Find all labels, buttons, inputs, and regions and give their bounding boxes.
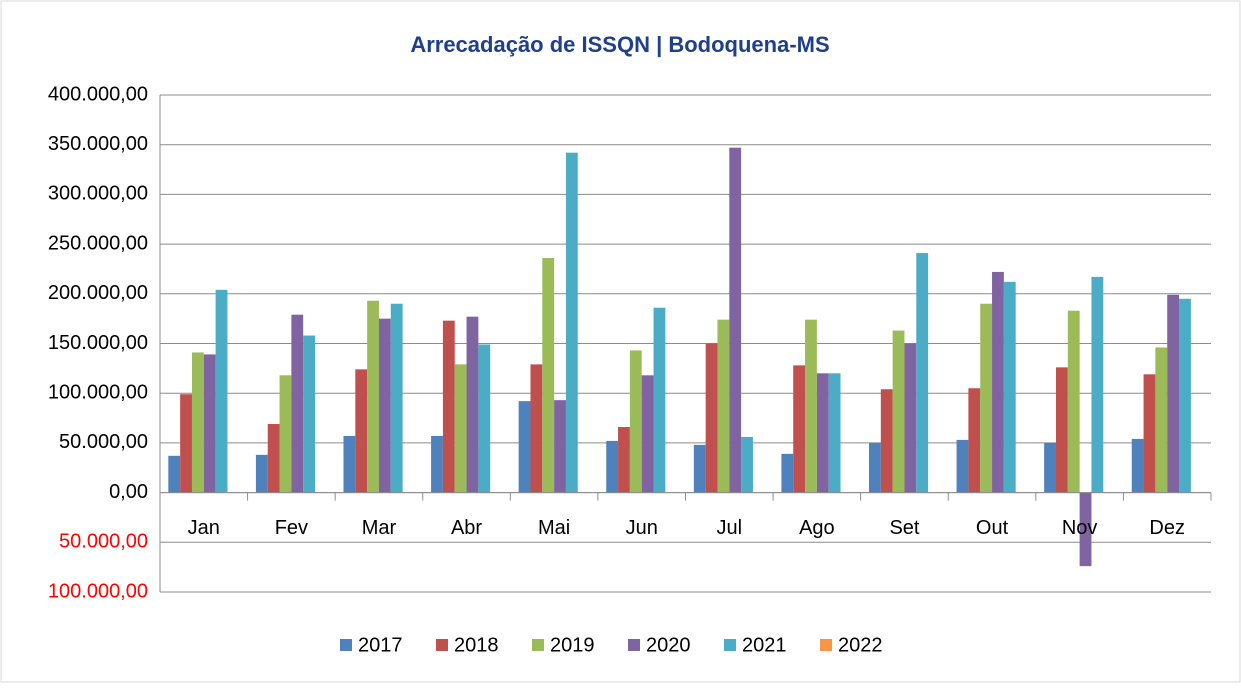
y-tick-label: 300.000,00 [48,183,148,205]
bar [892,330,905,493]
bar [255,454,268,493]
bar [992,271,1004,493]
bar [431,435,443,493]
bar [343,435,356,493]
bar [805,319,817,493]
x-tick-label: Mar [362,517,397,539]
bar [454,364,467,493]
x-tick-label: Ago [799,517,835,539]
legend-swatch [532,639,544,651]
bar [378,318,391,493]
bar [1167,294,1180,493]
y-tick-label: 0,00 [109,481,148,503]
chart-title: Arrecadação de ISSQN | Bodoquena-MS [410,32,829,57]
bar [1091,276,1104,493]
legend-label: 2017 [358,634,403,656]
bar [641,375,654,493]
y-tick-label: 150.000,00 [48,332,148,354]
bar [1003,281,1016,493]
bar [267,424,280,493]
y-tick-label: 50.000,00 [59,531,148,553]
x-tick-label: Nov [1062,517,1098,539]
bar [518,401,531,493]
bar [291,314,304,493]
bar [554,400,566,493]
bar [530,364,543,493]
bar [816,373,829,493]
x-tick-label: Jun [626,517,658,539]
x-tick-label: Jan [188,517,220,539]
bar [1044,442,1056,493]
bar [1155,347,1168,493]
bar [653,307,666,493]
bar [355,369,368,493]
bar [916,253,929,493]
bar [793,365,806,493]
legend-label: 2019 [550,634,595,656]
x-tick-label: Out [976,517,1009,539]
x-tick-label: Set [889,517,919,539]
bar [606,440,619,493]
bar [215,289,228,493]
bar [279,375,292,493]
x-tick-label: Abr [451,517,482,539]
legend-label: 2018 [454,634,499,656]
bar [180,394,192,493]
bar [741,436,753,493]
bar [968,388,981,493]
bar [629,350,642,493]
legend-swatch [436,639,448,651]
bar [1143,374,1156,493]
bar [1079,492,1092,567]
bar [828,373,841,493]
x-tick-label: Jul [717,517,743,539]
y-tick-label: 100.000,00 [48,580,148,602]
bar [1055,367,1068,493]
bar [868,442,881,493]
legend-swatch [340,639,352,651]
bar [367,300,379,493]
x-tick-label: Mai [538,517,570,539]
bar [781,453,794,493]
legend-swatch [628,639,640,651]
bar [717,319,730,493]
legend-label: 2022 [838,634,883,656]
bar [466,316,479,493]
y-tick-label: 350.000,00 [48,133,148,155]
bar [904,343,917,493]
bar [705,343,718,493]
y-tick-label: 100.000,00 [48,381,148,403]
y-tick-label: 200.000,00 [48,282,148,304]
bar [956,439,969,493]
bar [1067,310,1080,493]
bar [565,152,578,493]
legend-label: 2021 [742,634,787,656]
y-tick-label: 250.000,00 [48,232,148,254]
bar [203,354,216,493]
legend-swatch [820,639,832,651]
bar [1179,298,1191,493]
bar [303,335,316,493]
x-tick-label: Dez [1149,517,1185,539]
y-tick-label: 400.000,00 [48,83,148,105]
x-tick-label: Fev [275,517,308,539]
bar [191,352,204,493]
bar [390,303,403,493]
bar [693,444,706,493]
legend-label: 2020 [646,634,691,656]
bar [729,147,742,493]
bar [442,320,455,493]
bar [542,258,555,493]
bar [980,303,993,493]
bar [478,344,491,493]
bar [1131,438,1144,493]
legend-swatch [724,639,736,651]
bar [618,426,630,493]
y-tick-label: 50.000,00 [59,431,148,453]
bar [168,455,181,493]
bar [880,389,893,493]
